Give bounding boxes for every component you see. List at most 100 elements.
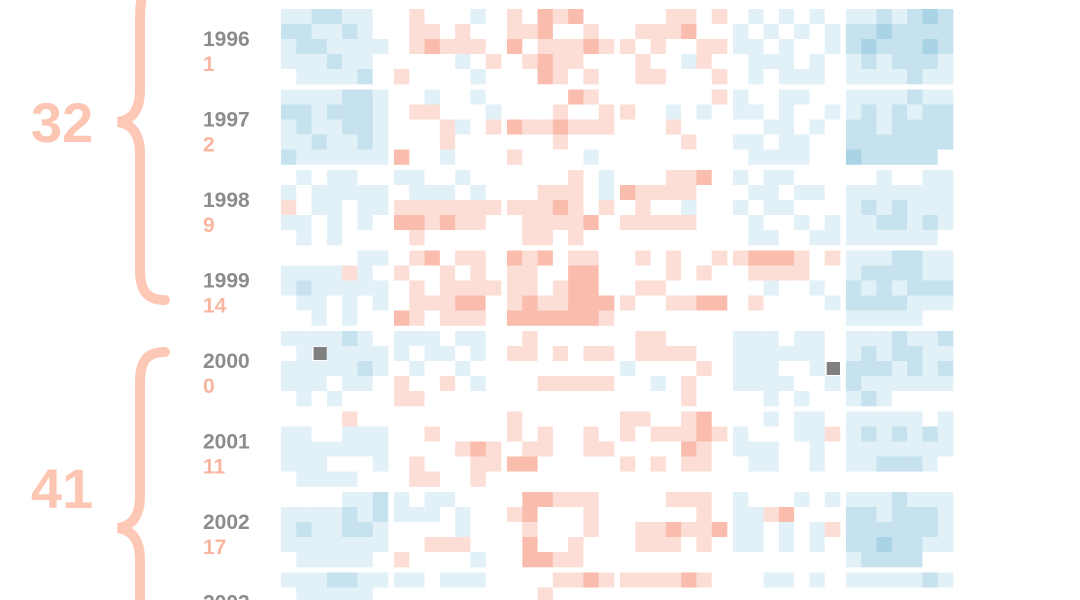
heat-cell xyxy=(311,230,328,246)
heat-cell xyxy=(522,230,538,246)
heat-cell xyxy=(455,456,471,472)
heat-cell xyxy=(891,587,908,600)
heat-cell xyxy=(507,441,523,457)
heat-cell xyxy=(809,9,826,25)
heat-cell xyxy=(507,391,523,407)
group-brace xyxy=(116,0,170,305)
heat-cell xyxy=(583,9,600,25)
heat-cell xyxy=(763,185,780,201)
heat-cell xyxy=(439,215,456,231)
heat-cell xyxy=(598,522,615,538)
heat-cell xyxy=(922,215,939,231)
heat-cell xyxy=(507,119,523,135)
heat-cell xyxy=(409,411,425,427)
heat-cell xyxy=(342,310,358,326)
heat-cell xyxy=(537,376,554,392)
heat-cell xyxy=(778,346,795,362)
heat-cell xyxy=(794,280,810,296)
heat-cell xyxy=(937,441,954,457)
heat-cell xyxy=(907,295,923,311)
heat-cell xyxy=(522,587,538,600)
heat-cell xyxy=(281,265,297,281)
heat-cell xyxy=(552,331,569,347)
heat-cell xyxy=(372,149,389,165)
heat-cell xyxy=(665,572,682,588)
heat-cell xyxy=(665,250,682,266)
heat-cell xyxy=(681,471,697,487)
heat-cell xyxy=(733,522,749,538)
heat-cell xyxy=(439,572,456,588)
heat-cell xyxy=(824,346,841,362)
heat-cell xyxy=(598,426,615,442)
heat-cell xyxy=(733,552,749,568)
year-count: 11 xyxy=(203,456,226,479)
heat-cell xyxy=(357,250,374,266)
heat-cell xyxy=(665,170,682,186)
heat-cell xyxy=(342,441,358,457)
heat-cell xyxy=(711,391,728,407)
heat-cell xyxy=(552,456,569,472)
heat-cell xyxy=(394,331,410,347)
heat-cell xyxy=(876,134,893,150)
heat-cell xyxy=(326,411,343,427)
heat-cell xyxy=(537,471,554,487)
heat-cell xyxy=(907,24,923,40)
heat-cell xyxy=(763,331,780,347)
heat-cell xyxy=(696,346,713,362)
heat-cell xyxy=(937,9,954,25)
heat-cell xyxy=(342,9,358,25)
heat-cell xyxy=(357,200,374,216)
heat-cell xyxy=(342,69,358,85)
heat-cell xyxy=(922,537,939,553)
heat-cell xyxy=(794,411,810,427)
heat-cell xyxy=(568,441,584,457)
heat-cell xyxy=(439,280,456,296)
heat-cell xyxy=(296,9,312,25)
heat-cell xyxy=(552,134,569,150)
heat-cell xyxy=(763,24,780,40)
heat-cell xyxy=(665,9,682,25)
heat-cell xyxy=(583,426,600,442)
heat-cell xyxy=(281,361,297,377)
heat-cell xyxy=(635,507,651,523)
heat-cell xyxy=(696,9,713,25)
heat-cell xyxy=(372,426,389,442)
heat-cell xyxy=(650,471,667,487)
heat-cell xyxy=(598,39,615,55)
heat-cell xyxy=(552,39,569,55)
heat-cell xyxy=(620,39,636,55)
heat-cell xyxy=(424,507,441,523)
heat-cell xyxy=(861,89,877,105)
heat-cell xyxy=(326,185,343,201)
heat-cell xyxy=(357,572,374,588)
heat-cell xyxy=(922,441,939,457)
heat-cell xyxy=(507,170,523,186)
heat-cell xyxy=(296,426,312,442)
heat-cell xyxy=(891,572,908,588)
heat-cell xyxy=(537,346,554,362)
heat-cell xyxy=(485,411,502,427)
heat-cell xyxy=(809,24,826,40)
heat-cell xyxy=(650,54,667,70)
heat-cell xyxy=(372,492,389,508)
heat-cell xyxy=(455,104,471,120)
heat-cell xyxy=(357,104,374,120)
heat-cell xyxy=(296,471,312,487)
heat-cell xyxy=(372,170,389,186)
heat-cell xyxy=(311,104,328,120)
heat-cell xyxy=(281,376,297,392)
heat-cell xyxy=(635,69,651,85)
heat-cell xyxy=(372,361,389,377)
heat-cell xyxy=(372,119,389,135)
heat-cell xyxy=(937,507,954,523)
heat-cell xyxy=(470,69,487,85)
heat-cell xyxy=(711,215,728,231)
heat-cell xyxy=(485,507,502,523)
heat-cell xyxy=(296,24,312,40)
heat-cell xyxy=(568,456,584,472)
heat-cell xyxy=(763,149,780,165)
heat-cell xyxy=(846,89,862,105)
heat-cell xyxy=(846,537,862,553)
heat-cell xyxy=(861,185,877,201)
heat-cell xyxy=(326,346,343,362)
